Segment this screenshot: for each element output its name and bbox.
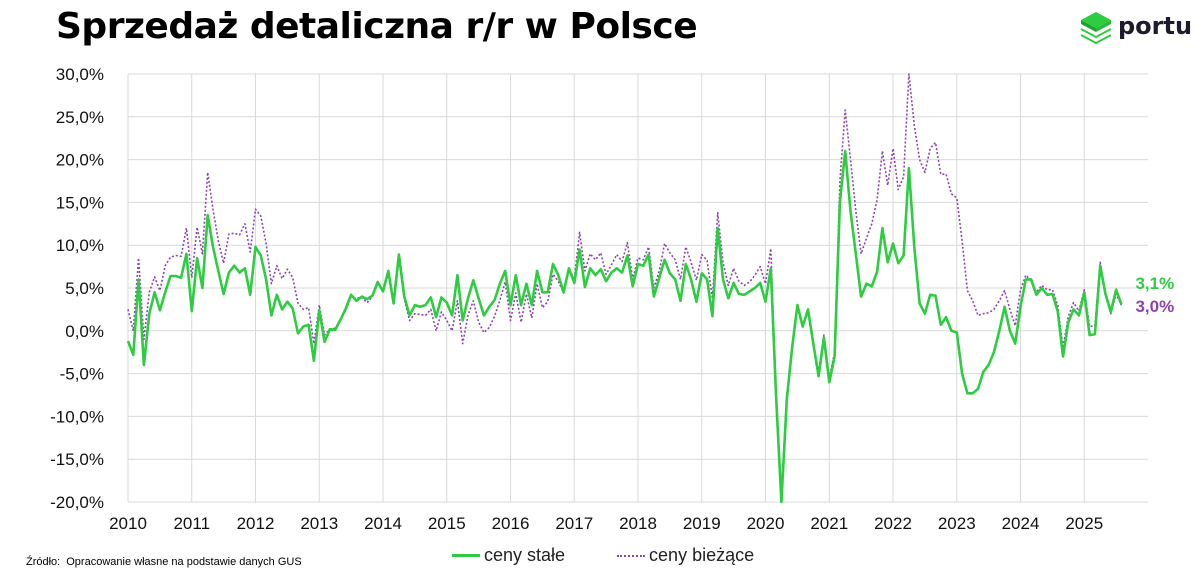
source-text: Opracowanie własne na podstawie danych G… xyxy=(66,556,302,568)
x-tick-label: 2012 xyxy=(237,514,275,533)
legend-item-ceny-stale: ceny stałe xyxy=(452,545,565,566)
source-label: Źródło: xyxy=(26,556,61,568)
x-tick-label: 2015 xyxy=(428,514,466,533)
x-tick-label: 2010 xyxy=(109,514,147,533)
legend-swatch-dotted xyxy=(617,554,646,557)
stacked-layers-icon xyxy=(1080,12,1112,45)
legend-item-ceny-biezace: ceny bieżące xyxy=(617,545,754,566)
legend-label: ceny bieżące xyxy=(649,545,755,565)
series-line-ceny-stale xyxy=(126,149,1123,504)
y-tick-label: -15,0% xyxy=(50,450,104,469)
source-note: Źródło: Opracowanie własne na podstawie d… xyxy=(26,556,302,568)
x-tick-label: 2017 xyxy=(555,514,593,533)
y-tick-label: 10,0% xyxy=(56,236,104,255)
y-tick-label: 15,0% xyxy=(56,193,104,212)
x-tick-label: 2020 xyxy=(747,514,785,533)
y-tick-label: 5,0% xyxy=(65,279,104,298)
page-title: Sprzedaż detaliczna r/r w Polsce xyxy=(56,6,698,47)
logo-text: portu xyxy=(1118,12,1193,40)
y-tick-label: 0,0% xyxy=(65,322,104,341)
x-tick-label: 2023 xyxy=(938,514,976,533)
chart-legend: ceny stałe ceny bieżące xyxy=(452,545,806,566)
y-tick-label: 30,0% xyxy=(56,65,104,84)
y-tick-label: 25,0% xyxy=(56,108,104,127)
portu-logo: portu xyxy=(1078,10,1192,50)
x-tick-label: 2022 xyxy=(874,514,912,533)
x-tick-label: 2019 xyxy=(683,514,721,533)
legend-swatch-solid xyxy=(452,554,480,557)
y-tick-label: -20,0% xyxy=(50,493,104,512)
x-tick-label: 2013 xyxy=(300,514,338,533)
y-tick-label: -10,0% xyxy=(50,407,104,426)
x-tick-label: 2025 xyxy=(1065,514,1103,533)
x-tick-label: 2024 xyxy=(1002,514,1040,533)
y-tick-label: -5,0% xyxy=(60,365,104,384)
x-tick-label: 2016 xyxy=(492,514,530,533)
y-tick-label: 20,0% xyxy=(56,151,104,170)
end-label-green: 3,1% xyxy=(1135,274,1175,294)
x-tick-label: 2021 xyxy=(810,514,848,533)
legend-label: ceny stałe xyxy=(484,545,566,565)
series-line-ceny-biezace xyxy=(127,73,1123,495)
line-chart: 30,0% 25,0% 20,0% 15,0% 10,0% 5,0% 0,0% -5,0% -1… xyxy=(50,65,1148,533)
x-tick-label: 2011 xyxy=(173,514,210,533)
x-tick-label: 2018 xyxy=(619,514,657,533)
end-label-purple: 3,0% xyxy=(1135,297,1175,317)
x-tick-label: 2014 xyxy=(364,514,402,533)
